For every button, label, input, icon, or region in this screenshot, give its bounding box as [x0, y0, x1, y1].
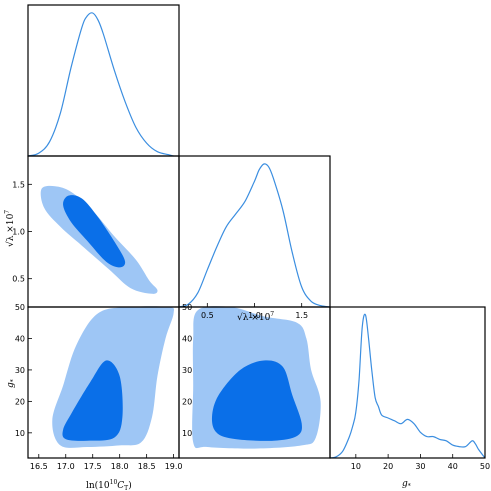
contour-68-c-vs-l: [63, 195, 126, 268]
density-curve-diag-g: [329, 313, 486, 459]
y-tick-label-g-mid: 20: [182, 397, 192, 406]
y-tick-label-g-mid: 40: [182, 334, 192, 343]
contour-68-c-vs-g: [62, 360, 123, 441]
x-tick-label-l: 1.0: [248, 311, 261, 320]
x-tick-label-c: 17.0: [57, 462, 75, 471]
y-tick-label-g: 10: [15, 429, 25, 438]
y-tick-label-g: 40: [15, 334, 25, 343]
contour-68-l-vs-g: [211, 360, 302, 441]
x-tick-label-g: 20: [383, 462, 393, 471]
density-curve-diag-l: [178, 163, 331, 308]
y-tick-label-g-mid: 30: [182, 366, 192, 375]
y-tick-label-g-mid: 10: [182, 429, 192, 438]
x-tick-label-c: 19.0: [165, 462, 183, 471]
x-axis-label-l: √λ ×107: [237, 311, 274, 323]
y-tick-label-g: 20: [15, 397, 25, 406]
panel-frame-diag-g: [329, 306, 486, 459]
x-tick-label-g: 50: [480, 462, 490, 471]
x-tick-label-g: 10: [351, 462, 361, 471]
x-tick-label-g: 40: [448, 462, 458, 471]
x-axis-label-g: g*: [402, 479, 411, 490]
x-tick-label-g: 30: [415, 462, 425, 471]
y-tick-label-l: 1.0: [12, 228, 25, 237]
x-tick-label-c: 18.5: [138, 462, 156, 471]
y-tick-label-g-mid: 50: [182, 303, 192, 312]
y-tick-label-l: 0.5: [12, 275, 25, 284]
y-axis-label-l: √λ ×107: [4, 210, 16, 247]
x-axis-label-c: ln(1010CT): [86, 479, 132, 491]
x-tick-label-c: 16.5: [30, 462, 48, 471]
contour-layer: [40, 185, 321, 449]
y-tick-label-l: 1.5: [12, 180, 25, 189]
y-axis-label-g: g*: [6, 379, 17, 388]
x-tick-label-c: 18.0: [111, 462, 129, 471]
y-tick-label-g: 50: [15, 303, 25, 312]
x-tick-label-l: 1.5: [295, 311, 308, 320]
panel-frame-diag-c: [27, 4, 180, 157]
density-curve-diag-c: [27, 12, 174, 157]
density-layer: [27, 12, 486, 459]
y-tick-label-g: 30: [15, 366, 25, 375]
tick-layer: 16.5 17.0 17.5 18.0 18.5 19.0 0.5 1.0 1.5 10 20 30 4…: [12, 180, 490, 471]
x-tick-label-l: 0.5: [201, 311, 214, 320]
x-tick-label-c: 17.5: [84, 462, 102, 471]
